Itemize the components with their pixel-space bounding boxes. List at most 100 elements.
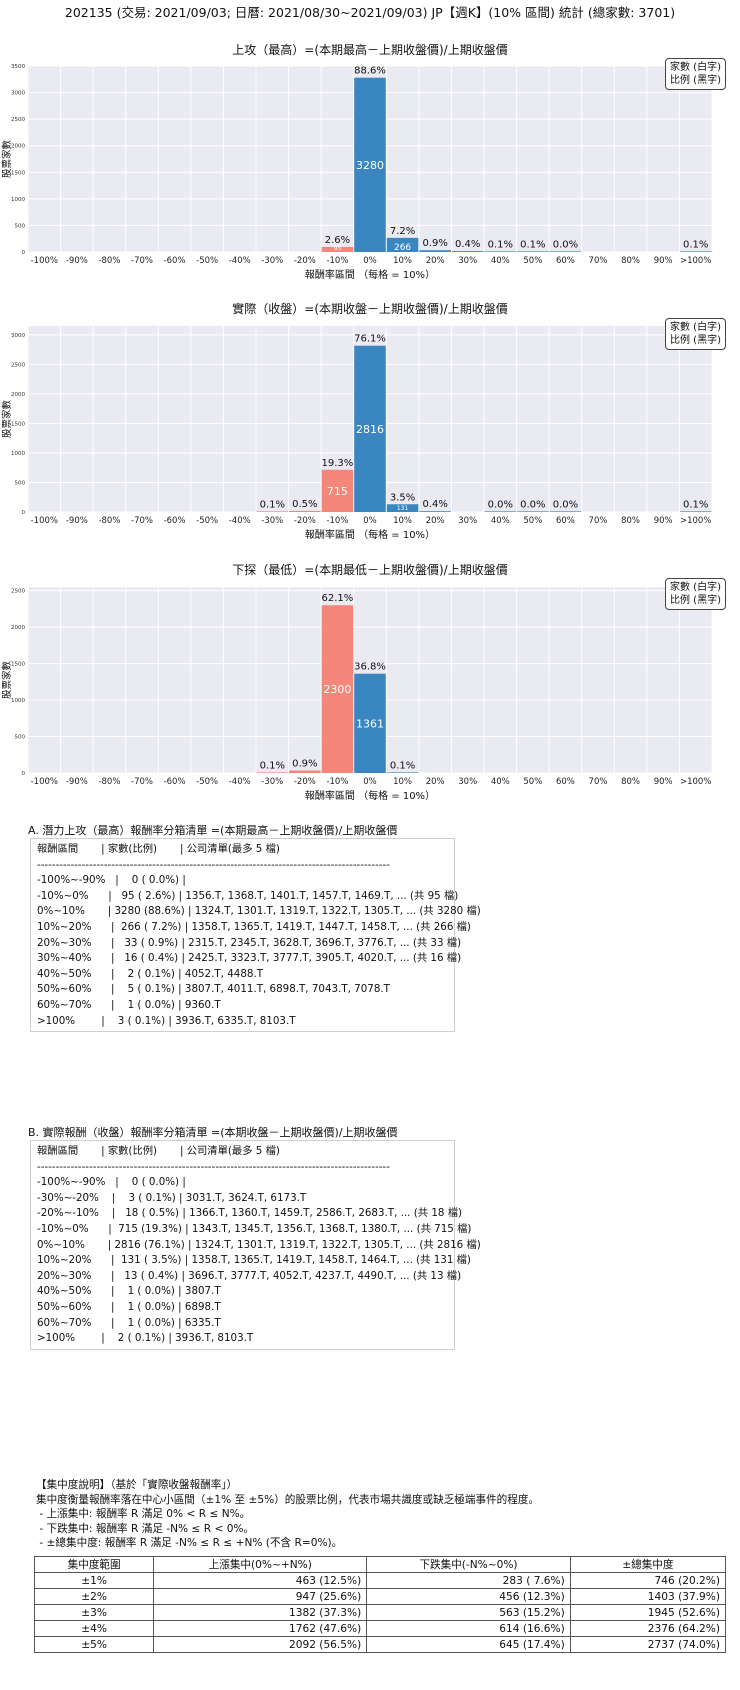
x-tick-label: -10%	[326, 516, 348, 526]
bar	[679, 251, 712, 252]
x-tick-label: 30%	[458, 777, 477, 787]
bar-count-label: 131	[397, 505, 409, 512]
bar-ratio-label: 0.4%	[455, 239, 480, 250]
list-item: ----------------------------------------…	[37, 1160, 390, 1173]
y-tick-label: 0	[22, 510, 26, 516]
y-tick-label: 0	[22, 250, 26, 256]
x-tick-label: -70%	[131, 516, 153, 526]
bar-ratio-label: 19.3%	[322, 458, 354, 469]
x-tick-label: -60%	[164, 777, 186, 787]
list-item: -100%~-90% | 0 ( 0.0%) |	[37, 874, 186, 887]
chart-high: 0 500 1000 1500 2000 2500 3000 3500 -100% -90% -80…	[1, 64, 713, 281]
table-cell: 947 (25.6%)	[153, 1588, 368, 1605]
bar	[354, 77, 386, 252]
x-tick-label: 80%	[621, 777, 640, 787]
table-cell: 456 (12.3%)	[366, 1588, 571, 1605]
x-tick-label: -100%	[31, 777, 58, 787]
bar	[549, 511, 582, 512]
x-tick-label: 50%	[523, 516, 542, 526]
table-header-row: 集中度範圍 上漲集中(0%~+N%) 下跌集中(-N%~0%) ±總集中度	[33, 1556, 727, 1573]
x-tick-label: -30%	[261, 256, 283, 266]
x-axis-label: 報酬率區間 （每格 = 10%）	[305, 789, 435, 802]
list-item: 10%~20% | 131 ( 3.5%) | 1358.T, 1365.T, …	[37, 1254, 471, 1267]
bar	[386, 504, 419, 512]
table-cell: 463 (12.5%)	[153, 1572, 368, 1589]
x-tick-label: -80%	[98, 777, 120, 787]
x-tick-label: 80%	[621, 256, 640, 266]
x-tick-label: 50%	[523, 256, 542, 266]
bar	[484, 251, 517, 252]
bar-ratio-label: 0.4%	[422, 499, 447, 510]
section-b-list: 報酬區間 | 家數(比例) | 公司清單(最多 5 檔) ------------…	[30, 1140, 481, 1350]
legend-ratio-label: 比例 (黑字)	[670, 75, 721, 86]
list-item: >100% | 2 ( 0.1%) | 3936.T, 8103.T	[37, 1332, 254, 1345]
bar-ratio-label: 88.6%	[354, 66, 386, 77]
x-tick-label: -20%	[294, 777, 316, 787]
list-item: 50%~60% | 5 ( 0.1%) | 3807.T, 4011.T, 68…	[37, 983, 390, 996]
legend-low: 家數 (白字) 比例 (黑字)	[665, 578, 726, 610]
y-tick-label: 1000	[11, 197, 25, 203]
y-tick-label: 500	[15, 480, 26, 486]
y-tick-label: 3000	[11, 333, 25, 339]
table-header-cell: 集中度範圍	[33, 1556, 155, 1573]
list-item: 10%~20% | 266 ( 7.2%) | 1358.T, 1365.T, …	[37, 920, 471, 933]
x-tick-label: 90%	[654, 256, 673, 266]
table-row: ±4% 1762 (47.6%) 614 (16.6%) 2376 (64.2%)	[33, 1620, 727, 1637]
list-item: 30%~40% | 16 ( 0.4%) | 2425.T, 3323.T, 3…	[37, 952, 462, 965]
bar-ratio-label: 0.0%	[553, 499, 578, 510]
bar	[354, 673, 386, 773]
list-item: 50%~60% | 1 ( 0.0%) | 6898.T	[37, 1300, 221, 1313]
bar-ratio-label: 0.1%	[683, 499, 708, 510]
legend-count-label: 家數 (白字)	[670, 322, 721, 333]
list-item: 40%~50% | 2 ( 0.1%) | 4052.T, 4488.T	[37, 967, 263, 980]
table-cell: 645 (17.4%)	[366, 1636, 571, 1653]
bar	[321, 246, 354, 252]
bar	[517, 251, 549, 252]
table-cell: 283 ( 7.6%)	[366, 1572, 571, 1589]
note-line: 【集中度說明】（基於「實際收盤報酬率」）	[36, 1479, 238, 1491]
list-item: 0%~10% | 3280 (88.6%) | 1324.T, 1301.T, …	[37, 905, 481, 918]
table-cell: ±2%	[33, 1588, 155, 1605]
y-tick-label: 2500	[11, 589, 25, 595]
y-tick-label: 1500	[11, 662, 25, 668]
x-tick-label: 20%	[426, 516, 445, 526]
bar-ratio-label: 0.1%	[260, 499, 285, 510]
x-tick-label: 10%	[393, 256, 412, 266]
x-axis-label: 報酬率區間 （每格 = 10%）	[305, 268, 435, 281]
y-tick-label: 3500	[11, 64, 25, 70]
table-row: ±2% 947 (25.6%) 456 (12.3%) 1403 (37.9%)	[33, 1588, 727, 1605]
table-cell: ±3%	[33, 1604, 155, 1621]
legend-close: 家數 (白字) 比例 (黑字)	[665, 318, 726, 350]
y-tick-label: 500	[15, 735, 26, 741]
table-row: ±3% 1382 (37.3%) 563 (15.2%) 1945 (52.6%)	[33, 1604, 727, 1621]
x-tick-label: 20%	[426, 777, 445, 787]
table-cell: 2737 (74.0%)	[569, 1636, 727, 1653]
bar-ratio-label: 36.8%	[354, 662, 386, 673]
x-tick-label: 70%	[589, 256, 608, 266]
y-tick-label: 2000	[11, 392, 25, 398]
x-tick-label: 0%	[363, 256, 377, 266]
x-tick-label: -40%	[229, 256, 251, 266]
bar	[321, 605, 354, 773]
bar-ratio-label: 0.0%	[553, 239, 578, 250]
bar	[679, 511, 712, 512]
chart-title-low: 下探（最低）=(本期最低－上期收盤價)/上期收盤價	[232, 563, 508, 577]
table-cell: 746 (20.2%)	[569, 1572, 727, 1589]
bar-count-label: 95	[334, 245, 342, 252]
y-tick-label: 2500	[11, 362, 25, 368]
list-item: 0%~10% | 2816 (76.1%) | 1324.T, 1301.T, …	[37, 1238, 481, 1251]
note-line: - 下跌集中: 報酬率 R 滿足 -N% ≤ R < 0%。	[36, 1522, 255, 1535]
legend-ratio-label: 比例 (黑字)	[670, 595, 721, 606]
table-header-cell: 上漲集中(0%~+N%)	[153, 1556, 368, 1573]
list-item: 報酬區間 | 家數(比例) | 公司清單(最多 5 檔)	[37, 1145, 280, 1157]
y-axis-label: 股票家數	[1, 400, 13, 439]
bar	[419, 250, 451, 252]
bar-ratio-label: 0.1%	[488, 239, 513, 250]
bar	[517, 511, 549, 512]
x-tick-label: -40%	[229, 777, 251, 787]
note-line: - ±總集中度: 報酬率 R 滿足 -N% ≤ R ≤ +N% (不含 R=0%…	[36, 1537, 343, 1550]
table-cell: 2092 (56.5%)	[153, 1636, 368, 1653]
x-tick-label: -60%	[164, 256, 186, 266]
bar	[321, 469, 354, 512]
x-tick-label: >100%	[680, 777, 711, 787]
